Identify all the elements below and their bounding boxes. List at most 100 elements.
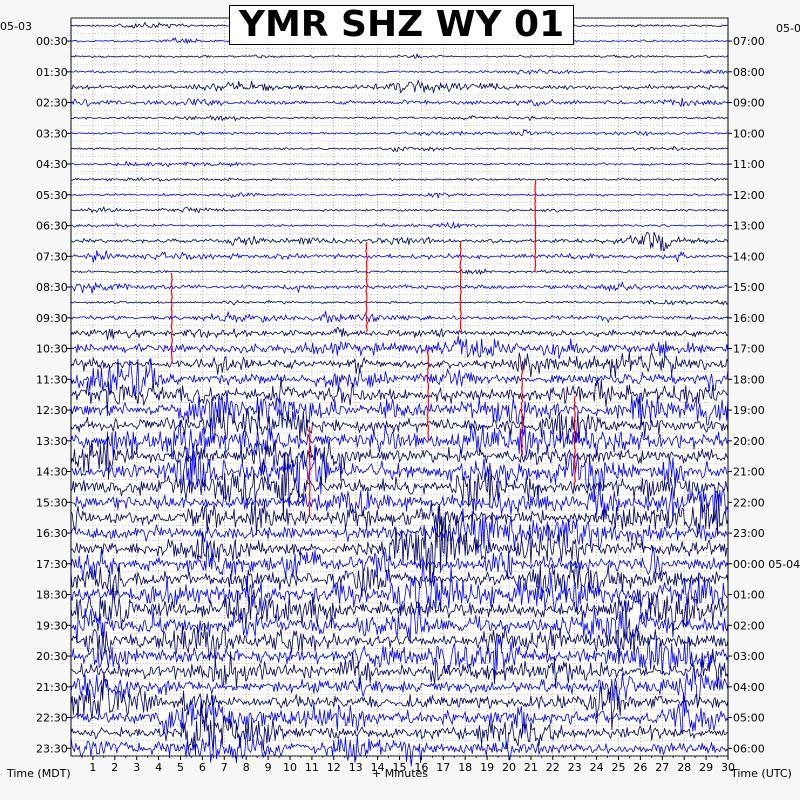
- right-time-label: 17:00: [733, 343, 765, 356]
- x-tick-label: 18: [458, 761, 472, 774]
- seismic-trace: [70, 115, 729, 122]
- seismic-trace: [70, 79, 729, 94]
- seismic-trace: [70, 560, 729, 602]
- seismic-trace: [70, 177, 729, 182]
- seismic-trace: [70, 69, 729, 75]
- seismic-trace: [70, 734, 729, 767]
- seismic-trace: [70, 481, 729, 523]
- left-time-label: 22:30: [36, 712, 68, 725]
- x-tick-label: 14: [371, 761, 385, 774]
- x-tick-label: 2: [111, 761, 118, 774]
- chart-title: YMR SHZ WY 01: [238, 4, 565, 45]
- x-tick-label: 17: [436, 761, 450, 774]
- left-time-label: 17:30: [36, 558, 68, 571]
- x-tick-label: 24: [590, 761, 604, 774]
- left-time-label: 06:30: [36, 220, 68, 233]
- chart-title-box: YMR SHZ WY 01: [229, 5, 574, 45]
- x-tick-label: 13: [349, 761, 363, 774]
- right-time-label: 10:00: [733, 127, 765, 140]
- seismic-trace: [70, 692, 729, 736]
- right-time-label: 22:00: [733, 496, 765, 509]
- x-tick-label: 30: [721, 761, 735, 774]
- seismic-trace: [70, 701, 729, 756]
- seismic-trace: [70, 53, 729, 59]
- x-tick-label: 23: [568, 761, 582, 774]
- x-tick-label: 28: [677, 761, 691, 774]
- seismic-trace: [70, 310, 729, 324]
- x-tick-label: 25: [612, 761, 626, 774]
- seismic-trace: [70, 145, 729, 152]
- right-time-label: 14:00: [733, 250, 765, 263]
- x-tick-label: 19: [480, 761, 494, 774]
- seismic-trace: [70, 192, 728, 199]
- left-time-label: 18:30: [36, 589, 68, 602]
- right-time-label: 07:00: [733, 35, 765, 48]
- x-axis-label: + Minutes: [372, 767, 429, 780]
- events: [170, 180, 577, 517]
- x-tick-label: 22: [546, 761, 560, 774]
- right-time-label: 20:00: [733, 435, 765, 448]
- left-time-label: 19:30: [36, 619, 68, 632]
- right-time-label: 15:00: [733, 281, 765, 294]
- x-tick-label: 9: [265, 761, 272, 774]
- seismic-trace: [70, 161, 729, 168]
- traces: [70, 22, 729, 767]
- right-time-label: 13:00: [733, 220, 765, 233]
- right-time-label: 06:00: [733, 742, 765, 755]
- left-time-axis: 00:30 01:30 02:30 03:30 04:30 05:30 06:30 07:30…: [36, 35, 71, 755]
- seismic-trace: [70, 206, 729, 213]
- seismic-trace: [70, 357, 729, 400]
- right-time-axis: 07:00 08:00 09:00 10:00 11:00 12:00 13:00 14:00…: [728, 35, 800, 755]
- x-tick-label: 4: [155, 761, 162, 774]
- seismic-trace: [70, 508, 729, 556]
- seismic-trace: [70, 584, 729, 638]
- left-time-label: 11:30: [36, 373, 68, 386]
- seismic-trace: [70, 250, 729, 263]
- left-time-label: 12:30: [36, 404, 68, 417]
- x-tick-label: 16: [414, 761, 428, 774]
- seismic-trace: [70, 335, 729, 360]
- right-time-label: 04:00: [733, 681, 765, 694]
- seismic-trace: [70, 494, 729, 538]
- right-time-label: 11:00: [733, 158, 765, 171]
- left-time-label: 15:30: [36, 496, 68, 509]
- seismic-trace: [70, 431, 729, 484]
- x-tick-label: 29: [699, 761, 713, 774]
- right-time-label: 23:00: [733, 527, 765, 540]
- right-time-label: 01:00: [733, 589, 765, 602]
- left-time-label: 00:30: [36, 35, 68, 48]
- event-mark: [170, 272, 173, 363]
- right-time-label: 19:00: [733, 404, 765, 417]
- seismic-trace: [70, 377, 729, 417]
- right-date-label: 05-03: [776, 22, 800, 35]
- event-mark: [459, 242, 463, 333]
- seismic-trace: [70, 327, 729, 341]
- right-axis-label: Time (UTC): [731, 767, 792, 780]
- seismic-trace: [70, 540, 729, 581]
- event-mark: [365, 241, 369, 333]
- seismic-trace: [70, 221, 729, 229]
- left-time-label: 01:30: [36, 66, 68, 79]
- event-mark: [520, 365, 524, 456]
- seismic-trace: [70, 635, 729, 685]
- x-tick-label: 12: [327, 761, 341, 774]
- left-time-label: 20:30: [36, 650, 68, 663]
- x-tick-label: 20: [502, 761, 516, 774]
- seismic-trace: [70, 351, 729, 379]
- left-time-label: 09:30: [36, 312, 68, 325]
- seismic-trace: [70, 648, 729, 690]
- x-tick-label: 6: [199, 761, 206, 774]
- event-mark: [308, 426, 311, 517]
- x-tick-label: 3: [133, 761, 140, 774]
- left-time-label: 10:30: [36, 343, 68, 356]
- seismic-trace: [70, 231, 729, 252]
- seismic-trace: [70, 129, 729, 137]
- right-time-label: 05:00: [733, 712, 765, 725]
- seismic-trace: [70, 97, 729, 107]
- left-axis-label: Time (MDT): [7, 767, 71, 780]
- x-tick-label: 26: [633, 761, 647, 774]
- event-mark: [534, 180, 537, 271]
- left-time-label: 13:30: [36, 435, 68, 448]
- seismic-trace: [70, 281, 729, 294]
